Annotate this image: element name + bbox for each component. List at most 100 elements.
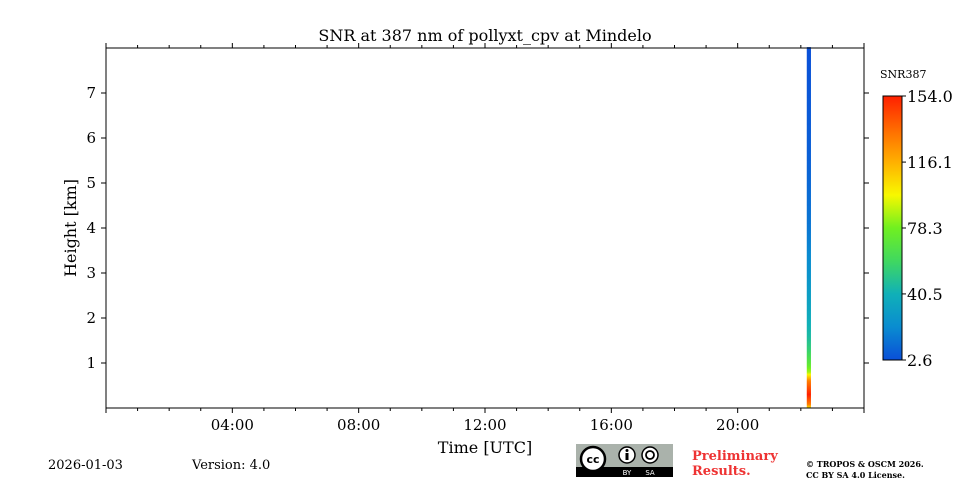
snr-cell xyxy=(806,218,811,220)
snr-cell xyxy=(806,153,811,155)
snr-cell xyxy=(806,192,811,194)
snr-cell xyxy=(806,354,811,356)
snr-cell xyxy=(806,276,811,278)
snr-cell xyxy=(806,250,811,252)
snr-cell xyxy=(806,353,811,355)
cc-by-sa-badge[interactable]: cc BY SA xyxy=(576,444,673,477)
snr-cell xyxy=(806,371,811,373)
snr-cell xyxy=(806,102,811,105)
snr-cell xyxy=(806,337,811,340)
snr-cell xyxy=(806,132,811,134)
snr-cell xyxy=(806,395,811,397)
snr-cell xyxy=(806,398,811,400)
snr-cell xyxy=(806,335,811,337)
snr-cell xyxy=(806,99,811,101)
snr-cell xyxy=(806,163,811,165)
snr-cell xyxy=(806,177,811,179)
snr-cell xyxy=(806,93,811,95)
preliminary-line-1: Preliminary xyxy=(692,449,778,464)
snr-cell xyxy=(806,144,811,146)
snr-cell xyxy=(806,72,811,74)
snr-cell xyxy=(806,303,811,305)
snr-cell xyxy=(806,396,811,398)
snr-cell xyxy=(806,323,811,325)
snr-cell xyxy=(806,111,811,114)
snr-cell xyxy=(806,402,811,404)
snr-cell xyxy=(806,238,811,241)
colorbar-tick-label: 116.1 xyxy=(907,153,953,172)
snr-cell xyxy=(806,348,811,350)
snr-cell xyxy=(806,219,811,221)
snr-cell xyxy=(806,328,811,331)
snr-cell xyxy=(806,135,811,137)
snr-cell xyxy=(806,322,811,324)
snr-cell xyxy=(806,223,811,225)
snr-cell xyxy=(806,77,811,80)
snr-cell xyxy=(806,244,811,246)
snr-cell xyxy=(806,205,811,207)
snr-cell xyxy=(806,247,811,250)
snr-cell xyxy=(806,169,811,171)
snr-cell xyxy=(806,129,811,131)
snr-cell xyxy=(806,285,811,287)
snr-cell xyxy=(806,97,811,99)
snr-cell xyxy=(806,277,811,279)
snr-cell xyxy=(806,91,811,93)
snr-cell xyxy=(806,281,811,283)
y-tick-label: 3 xyxy=(86,264,96,282)
snr-cell xyxy=(806,165,811,167)
snr-cell xyxy=(806,300,811,303)
snr-cell xyxy=(806,84,811,86)
snr-cell xyxy=(806,215,811,217)
snr-cell xyxy=(806,197,811,199)
snr-cell xyxy=(806,102,811,104)
y-tick-label: 1 xyxy=(86,354,96,372)
preliminary-line-2: Results. xyxy=(692,464,751,479)
snr-cell xyxy=(806,260,811,262)
snr-cell xyxy=(806,256,811,259)
snr-cell xyxy=(806,327,811,329)
snr-cell xyxy=(806,363,811,365)
snr-cell xyxy=(806,404,811,406)
snr-cell xyxy=(806,199,811,201)
snr-cell xyxy=(806,178,811,180)
snr-cell xyxy=(806,294,811,296)
snr-cell xyxy=(806,246,811,249)
snr-cell xyxy=(806,230,811,233)
snr-cell xyxy=(806,133,811,135)
snr-cell xyxy=(806,166,811,169)
snr-cell xyxy=(806,52,811,54)
snr-cell xyxy=(806,363,811,366)
snr-cell xyxy=(806,360,811,362)
colorbar-tick-label: 2.6 xyxy=(907,351,932,370)
snr-cell xyxy=(806,392,811,395)
snr-cell xyxy=(806,62,811,64)
snr-cell xyxy=(806,380,811,382)
sa-text: SA xyxy=(645,469,655,477)
snr-cell xyxy=(806,57,811,60)
snr-cell xyxy=(806,318,811,320)
snr-cell xyxy=(806,136,811,138)
snr-cell xyxy=(806,264,811,267)
snr-cell xyxy=(806,167,811,170)
y-tick-label: 6 xyxy=(86,129,96,147)
chart-title: SNR at 387 nm of pollyxt_cpv at Mindelo xyxy=(318,26,651,45)
snr-cell xyxy=(806,179,811,181)
snr-cell xyxy=(806,263,811,265)
snr-cell xyxy=(806,201,811,203)
snr-cell xyxy=(806,138,811,141)
snr-cell xyxy=(806,86,811,89)
snr-cell xyxy=(806,50,811,53)
snr-cell xyxy=(806,87,811,89)
snr-cell xyxy=(806,283,811,286)
snr-cell xyxy=(806,121,811,124)
snr-cell xyxy=(806,366,811,368)
snr-cell xyxy=(806,317,811,319)
snr-cell xyxy=(806,327,811,330)
x-axis-label: Time [UTC] xyxy=(438,438,532,457)
snr-cell xyxy=(806,356,811,359)
snr-cell xyxy=(806,235,811,237)
snr-cell xyxy=(806,160,811,162)
snr-cell xyxy=(806,399,811,402)
snr-cell xyxy=(806,381,811,384)
